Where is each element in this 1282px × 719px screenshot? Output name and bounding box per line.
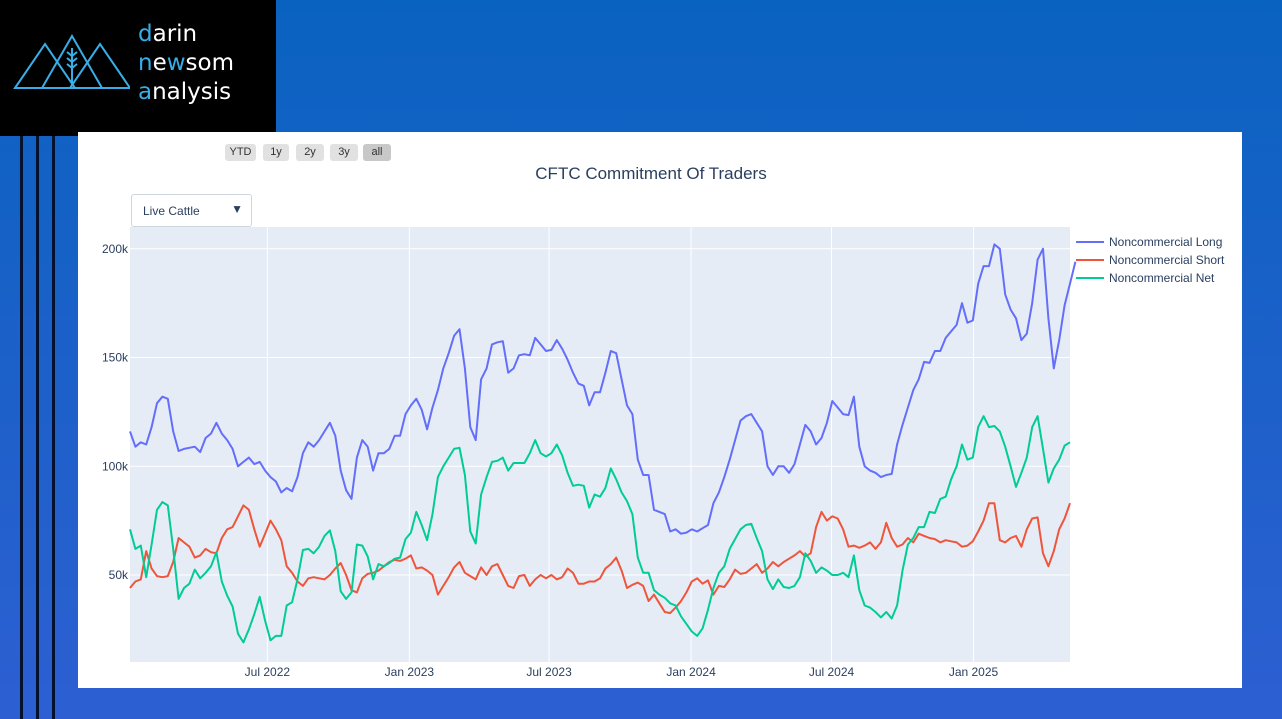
brand-text: som <box>185 50 235 76</box>
range-button-ytd[interactable]: YTD <box>225 144 256 161</box>
x-tick-label: Jan 2024 <box>666 665 716 679</box>
range-button-3y[interactable]: 3y <box>330 144 358 161</box>
series-lines <box>129 243 1077 644</box>
plot-area[interactable] <box>130 227 1070 662</box>
series-line-3[interactable] <box>129 415 1071 644</box>
logo-panel: darin newsom analysis <box>0 0 276 136</box>
axis-ticks: Jul 2022 Jan 2023 Jul 2023 Jan 2024 Jul 2024… <box>102 242 999 679</box>
x-tick-label: Jul 2024 <box>809 665 855 679</box>
legend-label[interactable]: Noncommercial Net <box>1109 271 1215 285</box>
brand-letter: n <box>138 50 153 76</box>
legend-label[interactable]: Noncommercial Long <box>1109 235 1222 249</box>
brand-text: arin <box>152 21 198 47</box>
series-line-2[interactable] <box>129 502 1071 615</box>
y-tick-label: 150k <box>102 351 129 365</box>
series-line-1[interactable] <box>129 243 1077 535</box>
decorative-bar <box>52 136 55 719</box>
brand-wordmark: darin newsom analysis <box>138 20 234 107</box>
mountains-logo-icon <box>13 33 130 89</box>
brand-letter: d <box>138 21 153 47</box>
y-tick-label: 200k <box>102 242 129 256</box>
gridlines <box>130 227 1070 662</box>
range-button-all[interactable]: all <box>363 144 391 161</box>
legend[interactable]: Noncommercial Long Noncommercial Short Non… <box>1076 235 1225 285</box>
y-tick-label: 50k <box>109 568 129 582</box>
legend-label[interactable]: Noncommercial Short <box>1109 253 1225 267</box>
brand-text: e <box>152 50 167 76</box>
decorative-bar <box>36 136 39 719</box>
decorative-bar <box>20 136 23 719</box>
range-button-2y[interactable]: 2y <box>296 144 324 161</box>
chevron-down-icon: ▼ <box>231 202 243 216</box>
brand-letter: a <box>138 79 153 105</box>
dropdown-selected-label: Live Cattle <box>143 204 200 218</box>
range-button-1y[interactable]: 1y <box>263 144 289 161</box>
brand-letter: w <box>166 50 186 76</box>
y-tick-label: 100k <box>102 459 129 473</box>
commodity-dropdown[interactable]: Live Cattle ▼ <box>131 194 252 227</box>
chart-title: CFTC Commitment Of Traders <box>535 164 766 183</box>
brand-text: nalysis <box>152 79 232 105</box>
x-tick-label: Jul 2023 <box>526 665 572 679</box>
x-tick-label: Jul 2022 <box>245 665 291 679</box>
x-tick-label: Jan 2025 <box>949 665 999 679</box>
x-tick-label: Jan 2023 <box>385 665 435 679</box>
